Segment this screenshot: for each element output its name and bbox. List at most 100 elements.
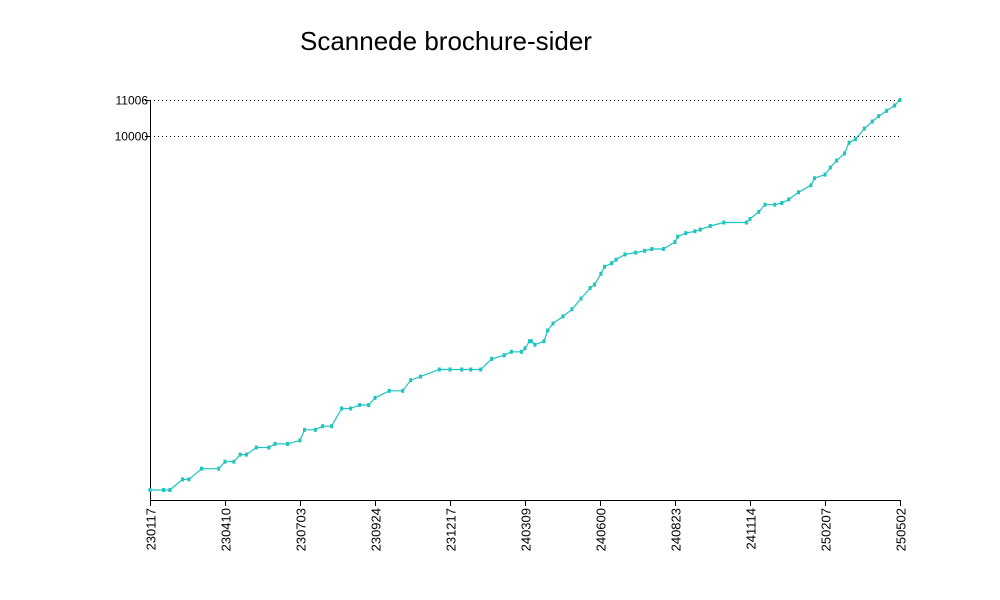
data-point bbox=[797, 190, 800, 195]
data-point bbox=[593, 282, 597, 287]
x-tick-label: 230703 bbox=[294, 508, 309, 551]
data-point bbox=[223, 459, 227, 464]
data-point bbox=[570, 307, 574, 312]
data-point bbox=[744, 220, 748, 225]
data-point bbox=[448, 367, 452, 372]
data-point bbox=[780, 201, 784, 205]
data-point bbox=[673, 240, 677, 244]
data-point bbox=[232, 459, 236, 464]
data-point bbox=[898, 98, 902, 102]
x-tick-label: 230924 bbox=[369, 508, 384, 551]
data-point bbox=[298, 438, 302, 443]
data-point bbox=[238, 452, 242, 457]
data-point bbox=[809, 183, 813, 188]
data-point bbox=[823, 172, 827, 177]
data-point bbox=[187, 477, 191, 482]
data-point bbox=[862, 126, 866, 131]
data-point bbox=[643, 248, 647, 253]
data-point bbox=[349, 406, 353, 411]
data-point bbox=[603, 264, 606, 269]
data-point bbox=[812, 176, 816, 181]
data-point bbox=[579, 296, 583, 301]
data-point bbox=[303, 427, 306, 432]
data-point bbox=[469, 367, 473, 372]
data-point bbox=[367, 403, 371, 407]
data-point bbox=[200, 466, 203, 471]
data-point bbox=[610, 261, 614, 266]
data-point bbox=[419, 374, 422, 379]
data-point bbox=[509, 349, 513, 354]
data-point bbox=[490, 356, 494, 361]
x-tick-label: 240823 bbox=[669, 508, 684, 551]
y-tick-label: 10000 bbox=[115, 130, 149, 144]
x-tick-label: 250207 bbox=[819, 508, 834, 551]
data-point bbox=[340, 406, 344, 411]
data-point bbox=[835, 158, 839, 163]
x-tick-label: 230410 bbox=[219, 508, 234, 551]
data-point bbox=[551, 321, 555, 326]
data-point bbox=[148, 488, 152, 492]
data-point bbox=[561, 314, 565, 319]
data-point bbox=[519, 349, 523, 354]
data-point bbox=[267, 445, 271, 450]
data-point bbox=[387, 388, 391, 393]
data-point bbox=[847, 140, 851, 145]
data-point bbox=[546, 328, 550, 333]
data-point bbox=[773, 202, 777, 207]
data-point bbox=[877, 114, 881, 119]
x-tick-label: 250502 bbox=[894, 508, 909, 551]
data-point bbox=[286, 441, 289, 446]
data-point bbox=[313, 427, 317, 432]
data-point bbox=[479, 367, 483, 372]
data-point bbox=[358, 403, 362, 407]
data-point bbox=[373, 395, 377, 400]
data-point bbox=[542, 339, 546, 344]
x-tick-label: 230117 bbox=[144, 508, 159, 550]
data-point bbox=[708, 224, 712, 228]
data-point bbox=[828, 165, 832, 170]
data-point bbox=[528, 339, 531, 344]
data-point bbox=[787, 197, 791, 202]
data-point bbox=[460, 367, 464, 372]
data-point bbox=[684, 231, 688, 236]
data-point bbox=[168, 488, 172, 492]
data-point bbox=[273, 441, 277, 446]
data-point bbox=[254, 445, 258, 450]
data-point bbox=[181, 477, 184, 482]
data-point bbox=[698, 227, 702, 232]
data-point bbox=[533, 342, 537, 347]
data-point bbox=[853, 137, 857, 142]
data-point bbox=[623, 252, 627, 257]
data-point bbox=[661, 247, 665, 251]
data-point bbox=[321, 424, 325, 429]
data-point bbox=[523, 346, 527, 351]
data-point bbox=[634, 250, 638, 255]
data-point bbox=[676, 234, 680, 239]
data-point bbox=[650, 247, 654, 251]
x-tick-label: 231217 bbox=[444, 508, 459, 551]
data-point bbox=[330, 424, 334, 429]
data-point bbox=[588, 286, 592, 290]
data-point bbox=[502, 353, 506, 358]
data-point bbox=[763, 202, 767, 207]
x-tick-label: 240309 bbox=[519, 508, 534, 551]
data-point bbox=[217, 466, 221, 471]
data-point bbox=[885, 108, 889, 113]
data-point bbox=[870, 119, 874, 124]
data-point bbox=[401, 388, 405, 393]
data-point bbox=[244, 452, 248, 457]
data-point bbox=[722, 220, 726, 225]
data-point bbox=[529, 339, 533, 344]
data-point bbox=[437, 367, 441, 372]
data-point bbox=[843, 151, 847, 156]
data-point bbox=[893, 103, 897, 108]
series-line bbox=[150, 99, 901, 491]
data-point bbox=[693, 229, 697, 234]
data-point bbox=[599, 271, 603, 276]
data-point bbox=[614, 257, 618, 262]
chart-title: Scannede brochure-sider bbox=[300, 26, 592, 56]
x-tick-label: 241114 bbox=[744, 508, 759, 549]
data-point bbox=[748, 216, 752, 221]
x-tick-label: 240600 bbox=[594, 508, 609, 551]
